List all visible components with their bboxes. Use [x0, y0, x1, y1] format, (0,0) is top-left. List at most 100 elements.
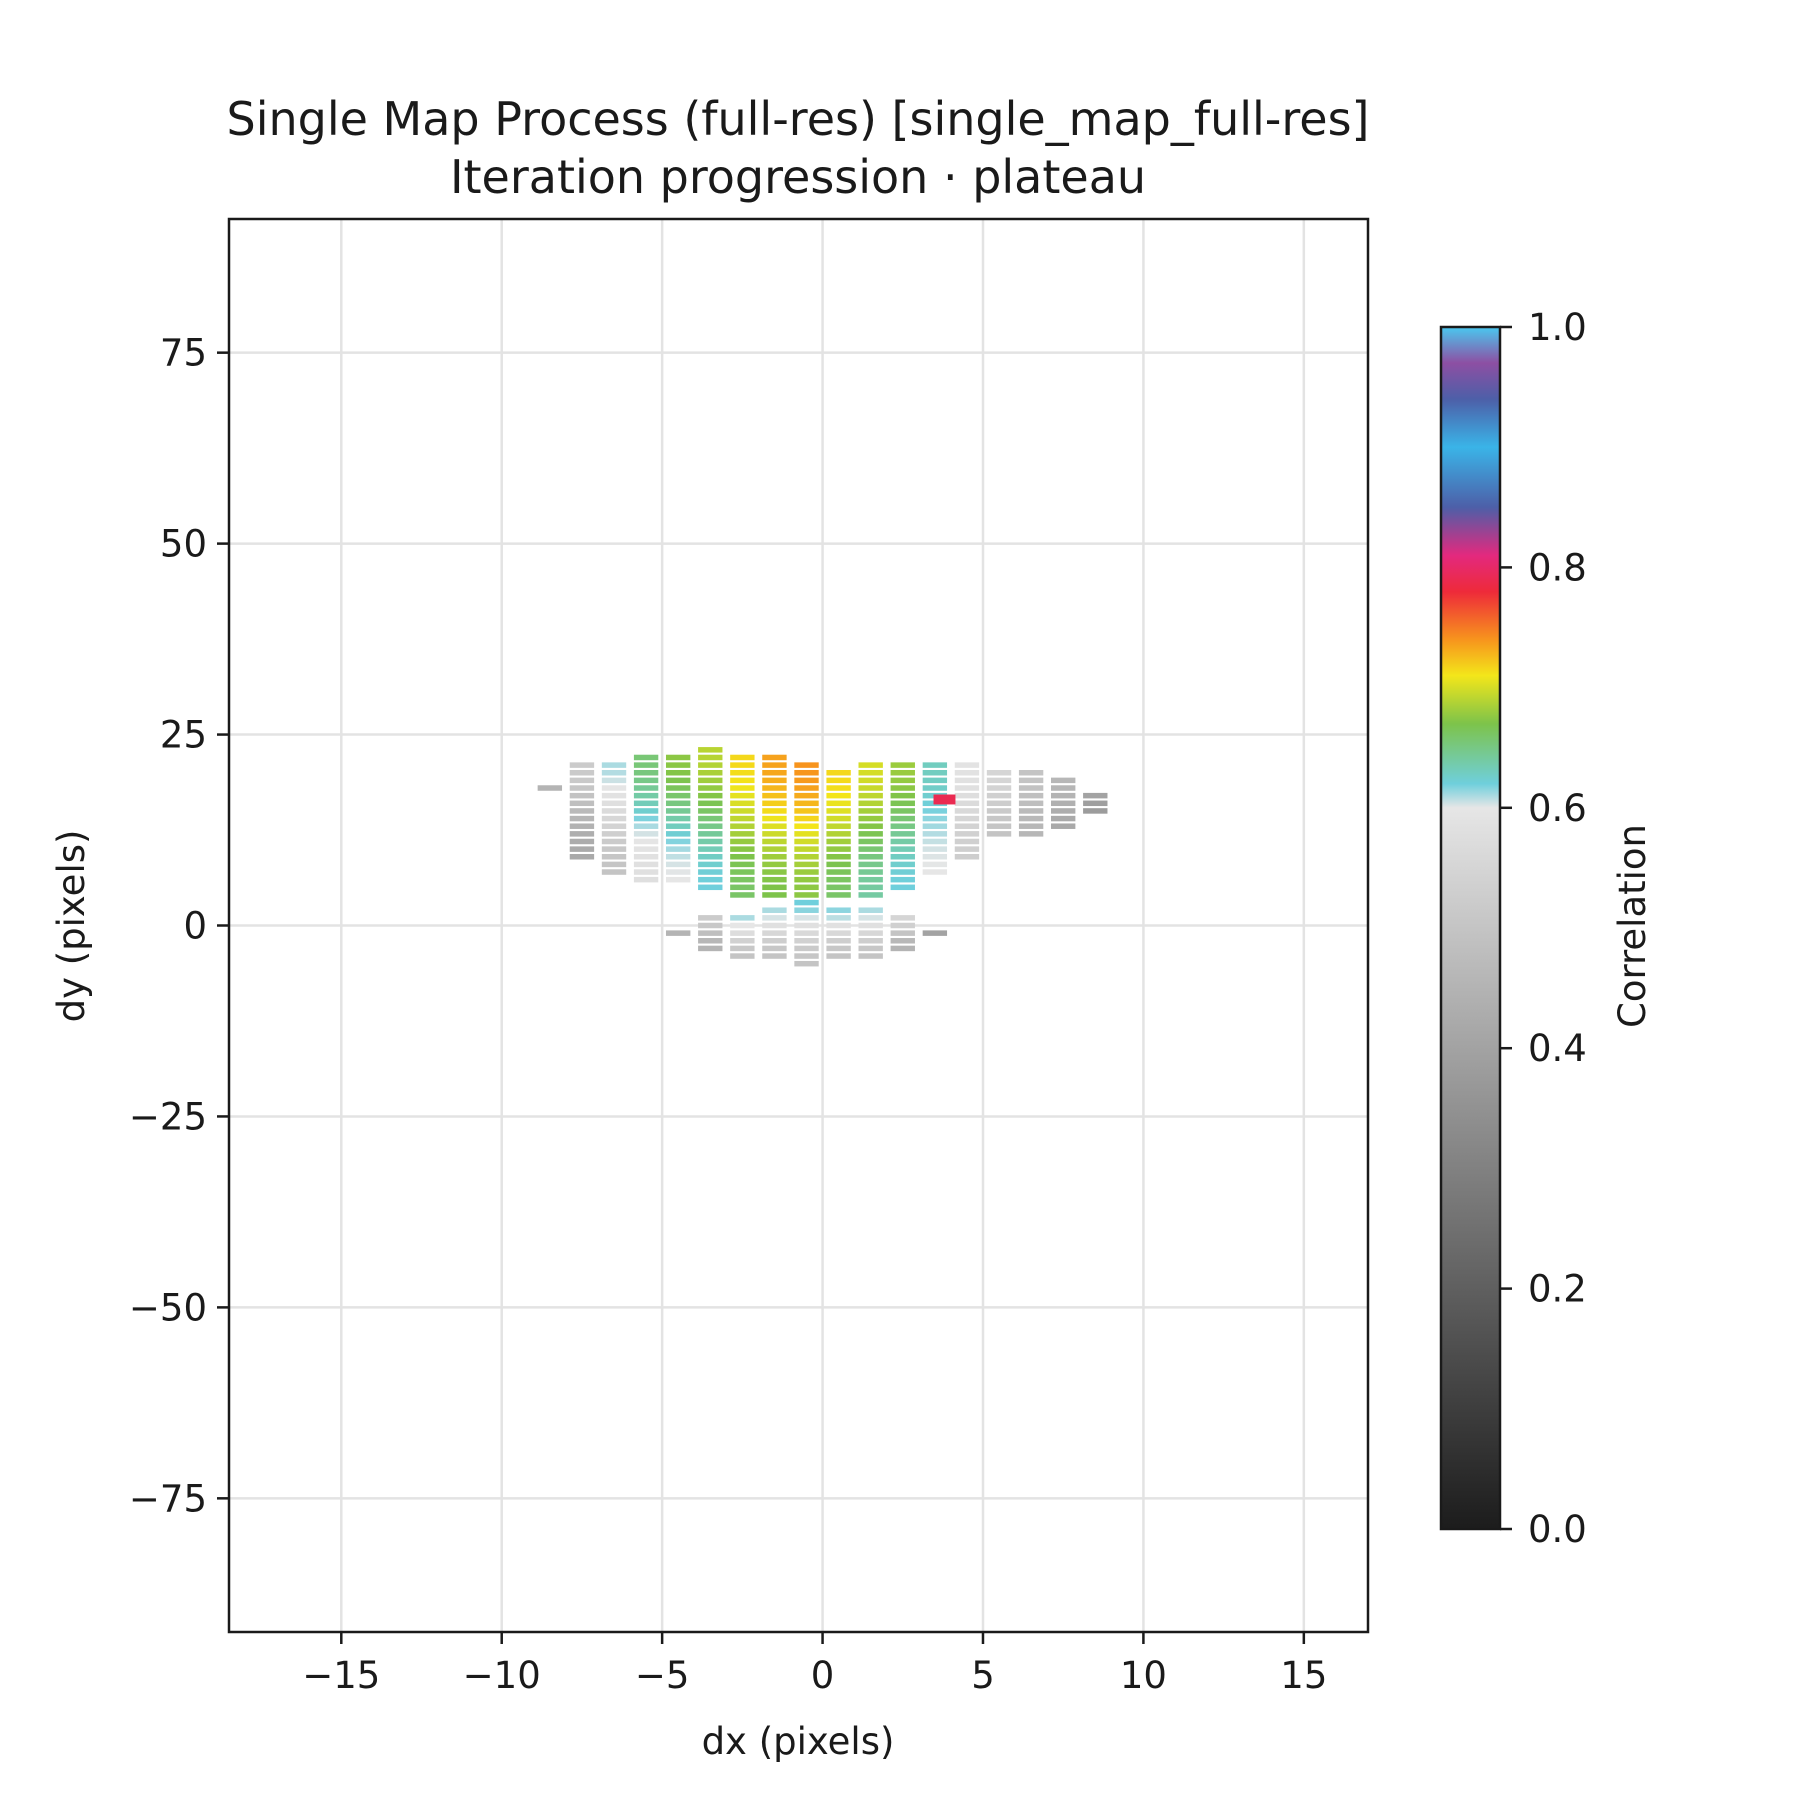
heatmap-cell	[1018, 792, 1044, 799]
heatmap-cell	[569, 823, 595, 829]
heatmap-cell	[954, 785, 980, 791]
heatmap-cell	[858, 846, 883, 852]
heatmap-cell	[665, 777, 691, 784]
heatmap-cell	[794, 831, 819, 837]
heatmap-cell	[794, 892, 819, 898]
heatmap-cell	[986, 815, 1012, 822]
heatmap-cell	[762, 938, 787, 944]
heatmap-cell	[762, 854, 787, 860]
heatmap-cell	[633, 808, 659, 814]
heatmap-cell	[601, 777, 627, 784]
heatmap-cell	[826, 953, 851, 959]
heatmap-cell	[569, 838, 595, 845]
heatmap-cell	[858, 953, 883, 959]
heatmap-cell	[826, 922, 851, 929]
heatmap-cell	[826, 938, 851, 944]
heatmap-cell	[1051, 777, 1076, 784]
y-tick-label: −25	[129, 1095, 207, 1138]
heatmap-cell	[826, 800, 851, 807]
heatmap-cell	[762, 754, 787, 761]
x-axis-label: dx (pixels)	[702, 1720, 895, 1763]
heatmap-cell	[601, 792, 627, 799]
heatmap-cell	[762, 769, 787, 776]
heatmap-cell	[730, 930, 755, 936]
heatmap-cell	[890, 854, 915, 860]
heatmap-cell	[537, 785, 563, 791]
heatmap-cells	[537, 747, 1108, 967]
heatmap-cell	[922, 854, 948, 860]
heatmap-cell	[698, 823, 723, 829]
heatmap-cell	[665, 808, 691, 814]
heatmap-cell	[858, 777, 883, 784]
heatmap-cell	[730, 945, 755, 952]
heatmap-cell	[633, 823, 659, 829]
heatmap-cell	[633, 854, 659, 860]
heatmap-cell	[794, 792, 819, 799]
heatmap-cell	[569, 769, 595, 776]
heatmap-cell	[762, 892, 787, 898]
heatmap-cell	[730, 854, 755, 860]
heatmap-cell	[633, 800, 659, 807]
heatmap-cell	[730, 846, 755, 852]
heatmap-cell	[665, 846, 691, 852]
heatmap-cell	[730, 884, 755, 891]
heatmap-cell	[794, 899, 819, 906]
heatmap-cell	[569, 762, 595, 768]
heatmap-cell	[986, 777, 1012, 784]
heatmap-cell	[890, 785, 915, 791]
heatmap-cell	[826, 792, 851, 799]
heatmap-cell	[698, 785, 723, 791]
heatmap-cell	[665, 769, 691, 776]
heatmap-cell	[794, 777, 819, 784]
heatmap-cell	[698, 800, 723, 807]
heatmap-cell	[698, 754, 723, 761]
heatmap-cell	[858, 823, 883, 829]
heatmap-cell	[665, 762, 691, 768]
heatmap-cell	[698, 838, 723, 845]
heatmap-cell	[858, 815, 883, 822]
heatmap-cell	[762, 922, 787, 929]
heatmap-cell	[698, 792, 723, 799]
heatmap-cell	[794, 915, 819, 921]
heatmap-cell	[858, 869, 883, 875]
heatmap-cell	[633, 815, 659, 822]
heatmap-cell	[633, 762, 659, 768]
heatmap-cell	[730, 915, 755, 921]
heatmap-cell	[922, 930, 948, 936]
heatmap-cell	[890, 815, 915, 822]
heatmap-cell	[698, 915, 723, 921]
heatmap-cell	[794, 769, 819, 776]
heatmap-cell	[858, 945, 883, 952]
heatmap-cell	[569, 800, 595, 807]
heatmap-cell	[601, 769, 627, 776]
heatmap-cell	[601, 846, 627, 852]
heatmap-cell	[762, 815, 787, 822]
heatmap-cell	[890, 769, 915, 776]
heatmap-cell	[794, 823, 819, 829]
heatmap-cell	[986, 800, 1012, 807]
heatmap-cell	[698, 861, 723, 868]
heatmap-cell	[826, 907, 851, 913]
heatmap-cell	[858, 808, 883, 814]
heatmap-cell	[601, 785, 627, 791]
heatmap-cell	[762, 930, 787, 936]
heatmap-cell	[794, 800, 819, 807]
heatmap-cell	[730, 800, 755, 807]
colorbar-tick-label: 1.0	[1528, 306, 1587, 349]
heatmap-cell	[1018, 769, 1044, 776]
heatmap-cell	[601, 854, 627, 860]
heatmap-cell	[890, 922, 915, 929]
colorbar-tick-label: 0.8	[1528, 546, 1587, 589]
heatmap-cell	[858, 922, 883, 929]
heatmap-cell	[794, 785, 819, 791]
heatmap-cell	[730, 769, 755, 776]
heatmap-cell	[858, 930, 883, 936]
heatmap-cell	[794, 854, 819, 860]
heatmap-cell	[730, 869, 755, 875]
colorbar-tick-label: 0.0	[1528, 1508, 1587, 1551]
heatmap-cell	[730, 762, 755, 768]
heatmap-cell	[569, 777, 595, 784]
y-tick-label: 75	[160, 332, 207, 375]
heatmap-cell	[922, 846, 948, 852]
heatmap-cell	[730, 892, 755, 898]
